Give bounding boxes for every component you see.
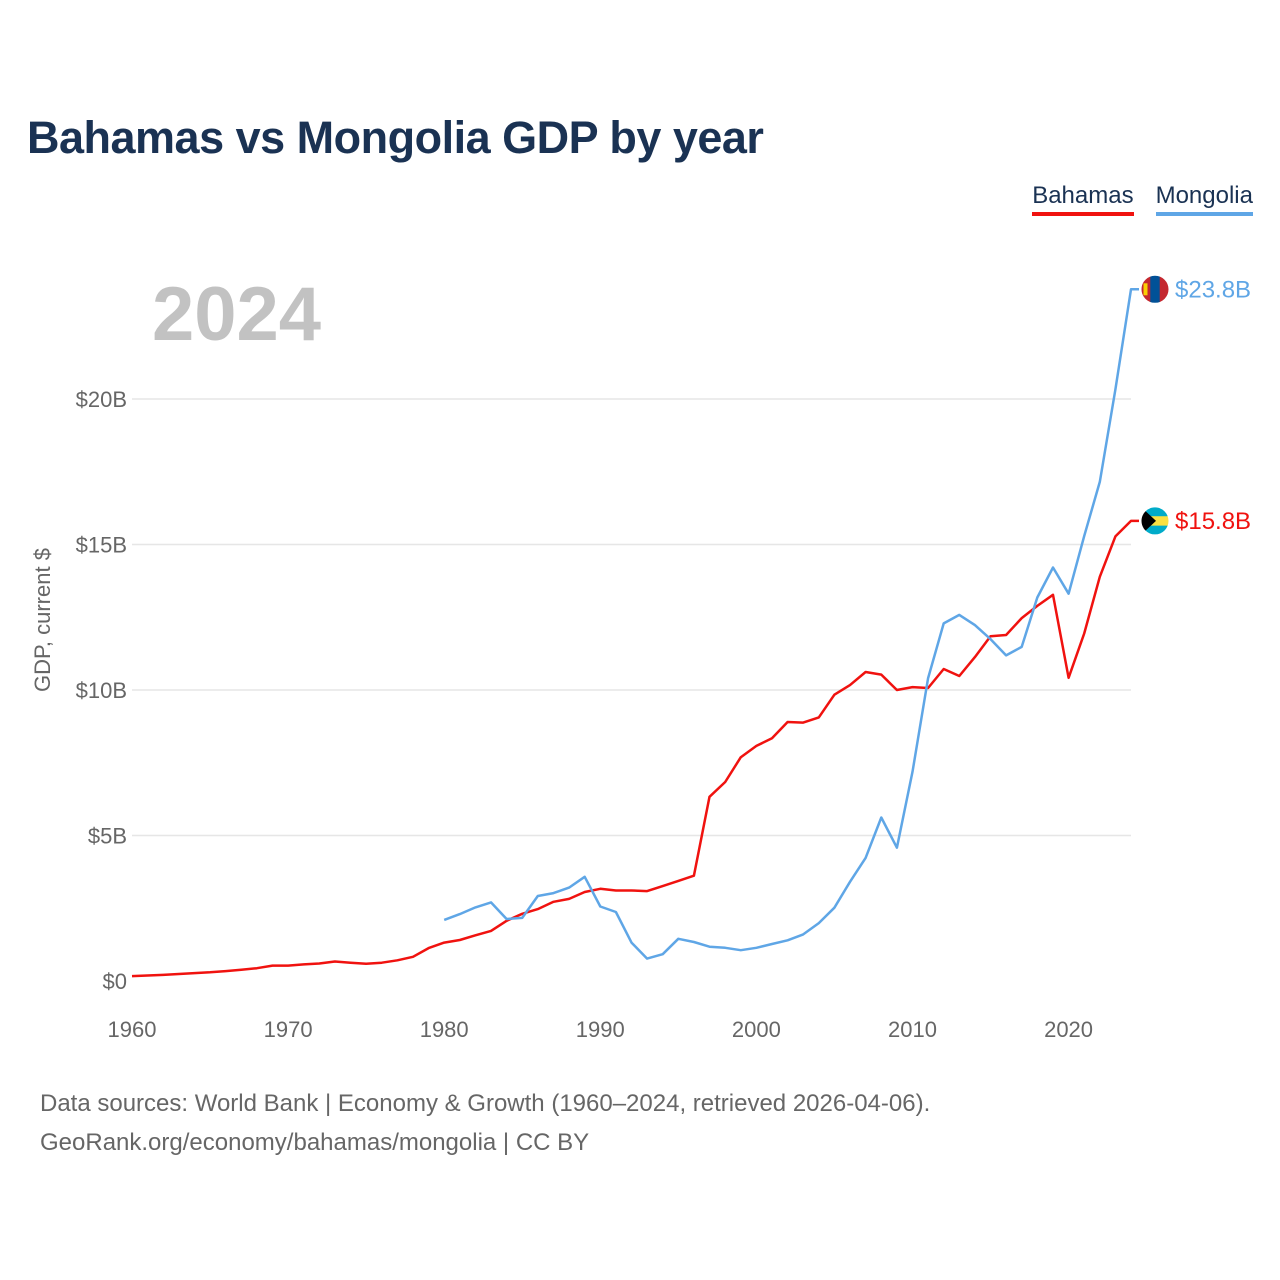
- y-axis-ticks: $0 $5B $10B $15B $20B: [76, 387, 127, 994]
- end-value-label-mongolia: $23.8B: [1175, 276, 1251, 303]
- y-tick-label: $5B: [88, 824, 127, 849]
- footer: Data sources: World Bank | Economy & Gro…: [40, 1084, 930, 1162]
- series-line-bahamas: [131, 519, 1139, 978]
- x-tick-label: 1960: [108, 1017, 157, 1042]
- legend-item-mongolia[interactable]: Mongolia: [1155, 182, 1253, 216]
- y-axis-label: GDP, current $: [30, 548, 55, 692]
- series-end-markers: $15.8B $23.8B: [1140, 274, 1251, 536]
- x-tick-label: 1970: [264, 1017, 313, 1042]
- footer-sources: Data sources: World Bank | Economy & Gro…: [40, 1090, 931, 1117]
- series-lines: [131, 288, 1139, 978]
- x-tick-label: 1990: [576, 1017, 625, 1042]
- x-tick-label: 2010: [888, 1017, 937, 1042]
- legend: Bahamas Mongolia: [1032, 182, 1253, 216]
- year-label: 2024: [152, 272, 321, 357]
- grid-lines: [132, 398, 1131, 837]
- legend-item-bahamas[interactable]: Bahamas: [1032, 182, 1134, 216]
- footer-attribution: GeoRank.org/economy/bahamas/mongolia | C…: [40, 1129, 590, 1156]
- mongolia-flag-icon: [1140, 274, 1170, 304]
- y-tick-label: $15B: [76, 533, 127, 558]
- series-line-mongolia: [443, 288, 1139, 960]
- end-value-label-bahamas: $15.8B: [1175, 508, 1251, 535]
- y-tick-label: $20B: [76, 387, 127, 412]
- x-tick-label: 2000: [732, 1017, 781, 1042]
- y-tick-label: $0: [103, 969, 127, 994]
- x-axis-ticks: 1960 1970 1980 1990 2000 2010 2020: [108, 1017, 1094, 1042]
- y-tick-label: $10B: [76, 678, 127, 703]
- x-tick-label: 2020: [1044, 1017, 1093, 1042]
- page-title: Bahamas vs Mongolia GDP by year: [27, 112, 764, 163]
- bahamas-flag-icon: [1140, 506, 1170, 536]
- x-tick-label: 1980: [420, 1017, 469, 1042]
